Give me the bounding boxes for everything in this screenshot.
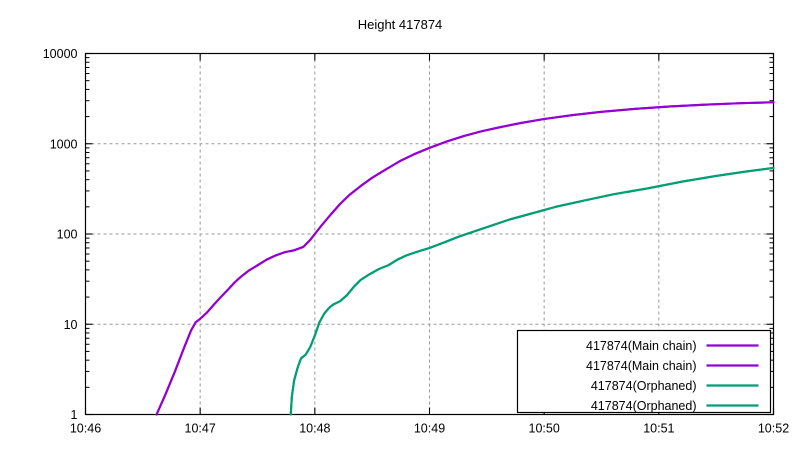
plot-frame <box>84 52 775 416</box>
series-line <box>289 166 775 416</box>
legend[interactable]: 417874(Main chain) 417874(Main chain) 4178… <box>516 329 772 414</box>
y-axis-tick-label: 10000 <box>43 47 78 61</box>
x-axis-tick-label: 10:51 <box>643 422 674 436</box>
x-axis-tick-label: 10:50 <box>529 422 560 436</box>
series-group <box>155 101 775 416</box>
x-axis-tick-label: 10:52 <box>758 422 789 436</box>
x-axis-tick-label: 10:48 <box>299 422 330 436</box>
y-axis-tick-label: 1 <box>71 408 78 422</box>
x-axis-tick-label: 10:49 <box>414 422 445 436</box>
x-axis-tick-label: 10:47 <box>185 422 216 436</box>
page-title: Height 417874 <box>357 17 443 32</box>
x-axis-labels: 10:46 10:47 10:48 10:49 10:50 10:51 10:52 <box>70 422 789 436</box>
y-axis-tick-label: 1000 <box>50 137 78 151</box>
series-line <box>155 101 775 416</box>
x-axis-tick-label: 10:46 <box>70 422 101 436</box>
y-axis-tick-label: 10 <box>64 318 78 332</box>
y-axis-tick-label: 100 <box>57 228 78 242</box>
legend-item-label[interactable]: 417874(Orphaned) <box>591 379 697 393</box>
legend-item-label[interactable]: 417874(Orphaned) <box>591 399 697 413</box>
legend-item-label[interactable]: 417874(Main chain) <box>586 339 697 353</box>
y-axis-labels: 1 10 100 1000 10000 <box>43 47 78 422</box>
plot-border <box>84 52 775 416</box>
legend-item-label[interactable]: 417874(Main chain) <box>586 359 697 373</box>
legend-box <box>516 329 772 414</box>
